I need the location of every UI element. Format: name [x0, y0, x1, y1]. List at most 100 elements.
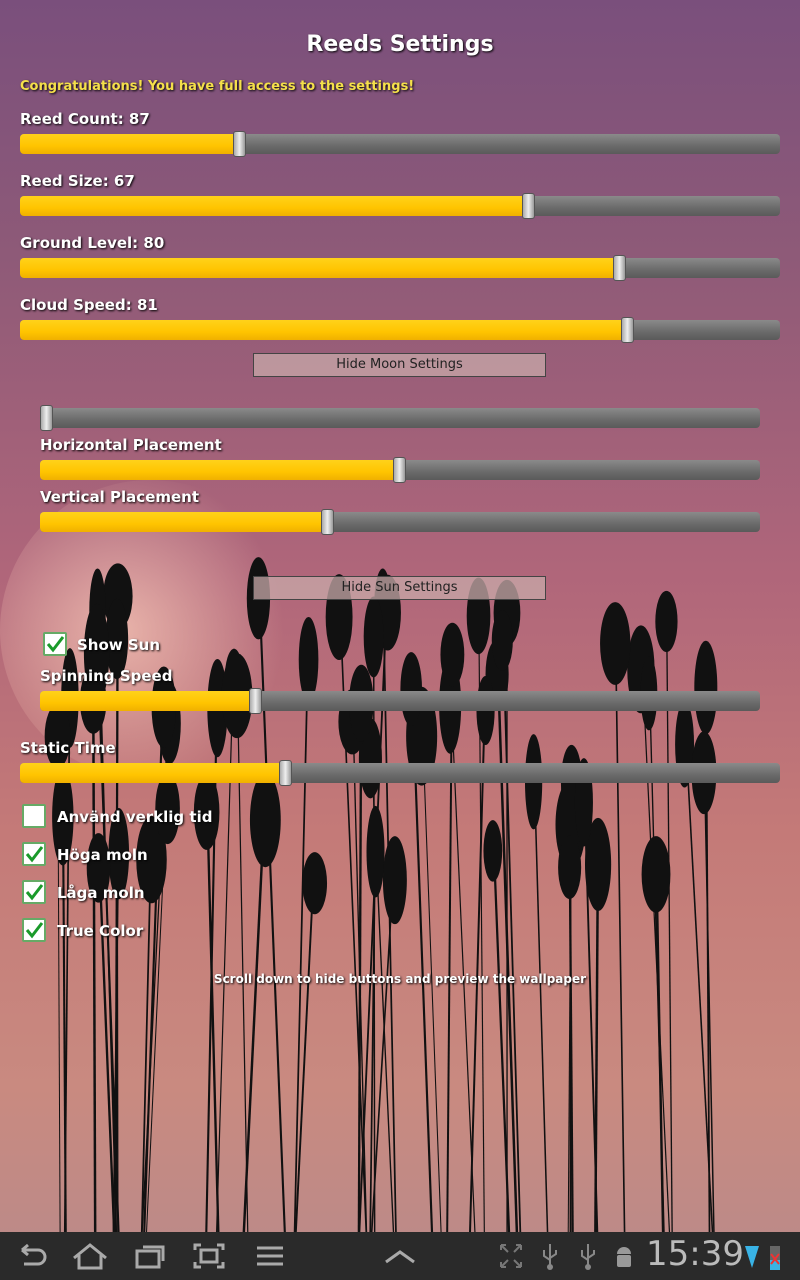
ground-level-label: Ground Level: 80 [20, 234, 165, 252]
reed-plume [558, 835, 582, 900]
reed-stem [665, 591, 673, 1232]
reed-plume [694, 640, 718, 735]
spinning-speed-slider[interactable] [40, 688, 760, 714]
reed-plume [249, 772, 281, 868]
low-clouds-label: Låga moln [57, 884, 145, 902]
android-debug-icon [617, 1247, 631, 1267]
reed-stem [469, 680, 487, 1232]
slider-thumb[interactable] [40, 405, 54, 431]
menu-icon[interactable] [254, 1242, 286, 1270]
reed-stem [293, 629, 310, 1232]
high-clouds-label: Höga moln [57, 846, 148, 864]
slider-thumb[interactable] [613, 255, 627, 281]
slider-thumb[interactable] [249, 688, 262, 714]
check-icon [25, 884, 44, 901]
page-title: Reeds Settings [306, 32, 494, 57]
reed-count-label: Reed Count: 87 [20, 110, 150, 128]
clock: 15:39 [646, 1234, 744, 1274]
ground-level-slider[interactable] [20, 255, 780, 281]
reed-plume [440, 622, 465, 687]
check-icon [25, 922, 44, 939]
reed-stem [257, 568, 286, 1232]
reed-stem [91, 670, 97, 1232]
reed-plume [155, 772, 180, 845]
reed-plume [641, 836, 671, 913]
slider-thumb[interactable] [321, 509, 334, 535]
cloud-speed-slider[interactable] [20, 317, 780, 343]
reed-size-slider[interactable] [20, 193, 780, 219]
usb-icon [543, 1244, 557, 1270]
show-sun-label: Show Sun [77, 636, 161, 654]
reed-plume [382, 836, 407, 925]
static-time-label: Static Time [20, 739, 116, 757]
scroll-hint: Scroll down to hide buttons and preview … [213, 972, 587, 986]
reed-plume [83, 603, 110, 703]
slider-thumb[interactable] [621, 317, 634, 343]
back-icon[interactable] [14, 1242, 48, 1270]
static-time-slider[interactable] [20, 760, 780, 786]
show-sun-checkbox[interactable] [43, 632, 67, 656]
high-clouds-checkbox[interactable] [22, 842, 46, 866]
reed-size-label: Reed Size: 67 [20, 172, 135, 190]
reed-stem [143, 677, 165, 1232]
reed-plume [108, 808, 130, 900]
real-time-label: Använd verklig tid [57, 808, 213, 826]
reed-plume [86, 833, 111, 903]
spinning-speed-label: Spinning Speed [40, 667, 173, 685]
reed-plume [44, 704, 71, 769]
reed-stem [683, 714, 714, 1232]
reed-plume [136, 816, 167, 904]
low-clouds-checkbox[interactable] [22, 880, 46, 904]
reed-plume [655, 590, 678, 653]
reed-plume [584, 817, 612, 912]
slider-thumb[interactable] [279, 760, 292, 786]
reed-plume [400, 652, 423, 727]
real-time-checkbox[interactable] [22, 804, 46, 828]
reed-plume [302, 852, 328, 915]
slider-thumb[interactable] [393, 457, 406, 483]
vertical-placement-label: Vertical Placement [40, 488, 200, 506]
slider-thumb[interactable] [522, 193, 536, 219]
reed-stem [338, 587, 368, 1232]
reed-stem [495, 644, 519, 1232]
hide-moon-settings-button[interactable]: Hide Moon Settings [253, 353, 546, 377]
access-message: Congratulations! You have full access to… [20, 79, 415, 94]
chevron-up-icon[interactable] [382, 1242, 418, 1270]
cloud-speed-label: Cloud Speed: 81 [20, 296, 158, 314]
fullscreen-icon [500, 1244, 522, 1268]
reed-stem [648, 663, 665, 1232]
reed-count-slider[interactable] [20, 131, 780, 157]
reed-plume [193, 774, 220, 850]
reed-stem [449, 675, 476, 1232]
hide-sun-settings-button[interactable]: Hide Sun Settings [253, 576, 546, 600]
battery-icon [770, 1246, 780, 1270]
slider-thumb[interactable] [233, 131, 247, 157]
reed-plume [52, 768, 74, 866]
recent-apps-icon[interactable] [134, 1242, 168, 1270]
check-icon [25, 846, 44, 863]
true-color-checkbox[interactable] [22, 918, 46, 942]
vertical-placement-slider[interactable] [40, 509, 760, 535]
reed-plume [298, 616, 319, 703]
true-color-label: True Color [57, 922, 144, 940]
reed-plume [600, 602, 631, 685]
home-icon[interactable] [70, 1242, 110, 1270]
reed-stem [236, 665, 249, 1232]
reed-stem [477, 585, 485, 1232]
screenshot-icon[interactable] [192, 1242, 226, 1270]
wifi-icon [745, 1246, 759, 1268]
reed-plume [363, 596, 384, 678]
moon-slider[interactable] [40, 405, 760, 431]
reed-plume [483, 820, 503, 882]
reed-plume [366, 805, 385, 898]
reed-plume [105, 598, 129, 680]
reed-stem [421, 706, 442, 1232]
horizontal-placement-label: Horizontal Placement [40, 436, 222, 454]
reeds-wallpaper [44, 557, 718, 1232]
reed-stem [640, 639, 671, 1232]
reed-plume [491, 610, 513, 672]
check-icon [46, 636, 65, 653]
system-navigation-bar [0, 1232, 800, 1280]
horizontal-placement-slider[interactable] [40, 457, 760, 483]
usb-icon [581, 1244, 595, 1270]
